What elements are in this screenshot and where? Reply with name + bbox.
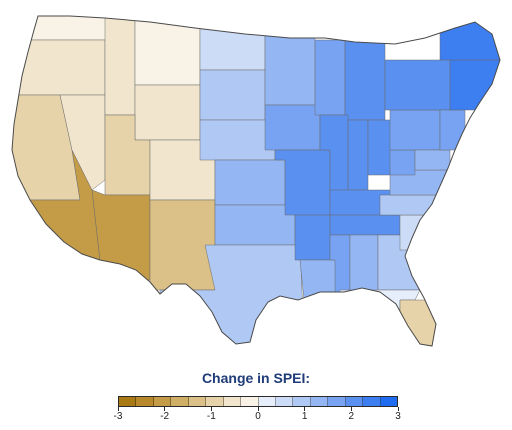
legend-swatch bbox=[241, 397, 259, 406]
region-tennessee bbox=[329, 214, 401, 236]
legend-tick-mark bbox=[117, 407, 119, 411]
legend-color-bar bbox=[118, 396, 398, 407]
region-washington bbox=[12, 16, 121, 41]
region-louisiana bbox=[299, 259, 341, 311]
legend-tick-label: 0 bbox=[255, 411, 261, 422]
legend-tick-label: 1 bbox=[301, 411, 308, 422]
region-new-york bbox=[384, 59, 451, 111]
region-iowa bbox=[264, 104, 321, 151]
legend-swatch bbox=[119, 397, 137, 406]
region-florida-south bbox=[399, 299, 441, 346]
legend-swatch bbox=[328, 397, 346, 406]
legend-swatch bbox=[206, 397, 224, 406]
legend-tick-mark bbox=[164, 407, 166, 411]
legend-swatch bbox=[223, 397, 242, 406]
region-montana bbox=[134, 16, 201, 86]
region-maine bbox=[439, 16, 500, 61]
region-new-jersey bbox=[439, 109, 466, 151]
region-oregon bbox=[12, 39, 106, 96]
us-outline bbox=[11, 15, 501, 347]
legend-tick-mark bbox=[304, 407, 306, 411]
legend-tick-mark bbox=[257, 407, 259, 411]
region-north-carolina bbox=[379, 194, 461, 216]
legend-ticks: -3 -2 -1 0 1 2 3 bbox=[114, 407, 401, 427]
legend-tick-label: 2 bbox=[348, 411, 355, 422]
region-arizona bbox=[91, 189, 151, 281]
region-kansas bbox=[214, 159, 286, 206]
legend-tick-mark bbox=[210, 407, 212, 411]
region-wyoming bbox=[134, 84, 201, 141]
region-nevada bbox=[59, 94, 106, 191]
legend-swatch bbox=[258, 397, 276, 406]
region-layer bbox=[12, 16, 500, 346]
legend-swatch bbox=[345, 397, 364, 406]
legend-title: Change in SPEI: bbox=[201, 370, 311, 386]
region-arkansas bbox=[294, 214, 331, 261]
legend-swatch bbox=[275, 397, 294, 406]
legend-swatch bbox=[153, 397, 172, 406]
legend-tick-mark bbox=[350, 407, 352, 411]
region-georgia bbox=[377, 234, 421, 291]
legend-tick-label: -1 bbox=[206, 411, 216, 422]
region-maryland bbox=[414, 149, 451, 171]
region-nebraska bbox=[199, 119, 276, 161]
legend-swatch bbox=[363, 397, 381, 406]
region-indiana bbox=[347, 119, 369, 191]
region-oklahoma bbox=[214, 204, 296, 246]
region-south-dakota bbox=[199, 69, 266, 121]
region-idaho bbox=[104, 16, 136, 116]
legend-swatch bbox=[136, 397, 154, 406]
legend-tick-label: 3 bbox=[395, 411, 401, 422]
region-michigan bbox=[344, 39, 386, 121]
region-minnesota bbox=[264, 16, 316, 106]
region-new-england bbox=[449, 59, 500, 111]
region-west-virginia bbox=[389, 149, 416, 176]
legend-swatch bbox=[188, 397, 207, 406]
legend-swatch bbox=[293, 397, 311, 406]
legend-tick-label: -2 bbox=[160, 411, 170, 422]
us-spei-map bbox=[11, 15, 501, 347]
legend-swatch bbox=[171, 397, 189, 406]
legend-tick-mark bbox=[397, 407, 399, 411]
region-wisconsin bbox=[314, 39, 346, 116]
legend-swatch bbox=[310, 397, 329, 406]
region-pennsylvania bbox=[389, 109, 441, 151]
legend-tick-label: -3 bbox=[113, 411, 123, 422]
legend-swatch bbox=[380, 397, 397, 406]
